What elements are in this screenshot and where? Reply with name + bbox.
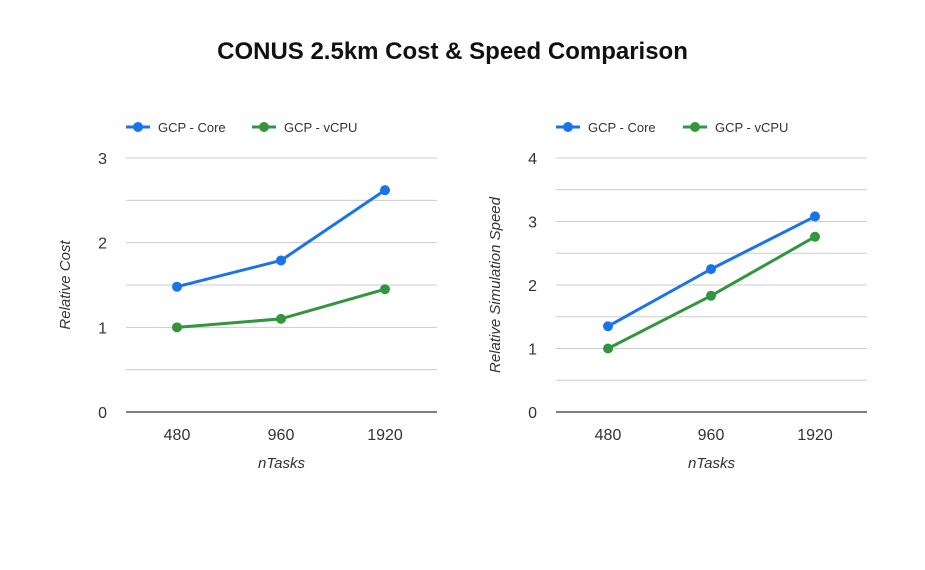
y-tick-label: 3 (528, 215, 537, 232)
data-point (603, 343, 613, 354)
x-tick-label: 960 (268, 427, 295, 444)
y-tick-label: 0 (528, 405, 537, 422)
relative-cost-chart: 0 1 2 3 480 960 1920 nTasks Relative Cost GCP - C… (57, 120, 437, 472)
legend-label: GCP - vCPU (715, 120, 788, 135)
y-axis-title: Relative Simulation Speed (487, 196, 504, 373)
x-tick-label: 480 (595, 427, 622, 444)
x-tick-label: 480 (164, 427, 191, 444)
legend-swatch-marker (563, 122, 573, 132)
y-tick-label: 4 (528, 151, 537, 168)
y-tick-label: 1 (98, 320, 107, 337)
y-tick-label: 2 (98, 236, 107, 253)
x-tick-label: 1920 (367, 427, 403, 444)
data-point (810, 231, 820, 242)
legend-label: GCP - Core (588, 120, 656, 135)
x-tick-label: 1920 (797, 427, 833, 444)
legend-label: GCP - Core (158, 120, 226, 135)
data-point (276, 313, 286, 324)
data-point (276, 255, 286, 266)
chart-title: CONUS 2.5km Cost & Speed Comparison (217, 38, 688, 65)
data-point (706, 290, 716, 301)
data-point (810, 211, 820, 222)
data-point (380, 185, 390, 196)
x-axis-title: nTasks (258, 455, 305, 472)
y-tick-label: 2 (528, 278, 537, 295)
legend-label: GCP - vCPU (284, 120, 357, 135)
x-tick-label: 960 (698, 427, 725, 444)
series-line (175, 188, 387, 289)
y-tick-label: 0 (98, 405, 107, 422)
data-point (603, 321, 613, 332)
y-tick-label: 3 (98, 151, 107, 168)
data-point (172, 322, 182, 333)
y-tick-label: 1 (528, 342, 537, 359)
data-point (380, 284, 390, 295)
legend-swatch-marker (690, 122, 700, 132)
y-axis-title: Relative Cost (57, 240, 74, 330)
legend-swatch-marker (259, 122, 269, 132)
data-point (706, 264, 716, 275)
legend-swatch-marker (133, 122, 143, 132)
relative-speed-chart: 0 1 2 3 4 480 960 1920 nTasks Relative Simulation… (487, 120, 867, 472)
x-axis-title: nTasks (688, 455, 735, 472)
data-point (172, 281, 182, 292)
